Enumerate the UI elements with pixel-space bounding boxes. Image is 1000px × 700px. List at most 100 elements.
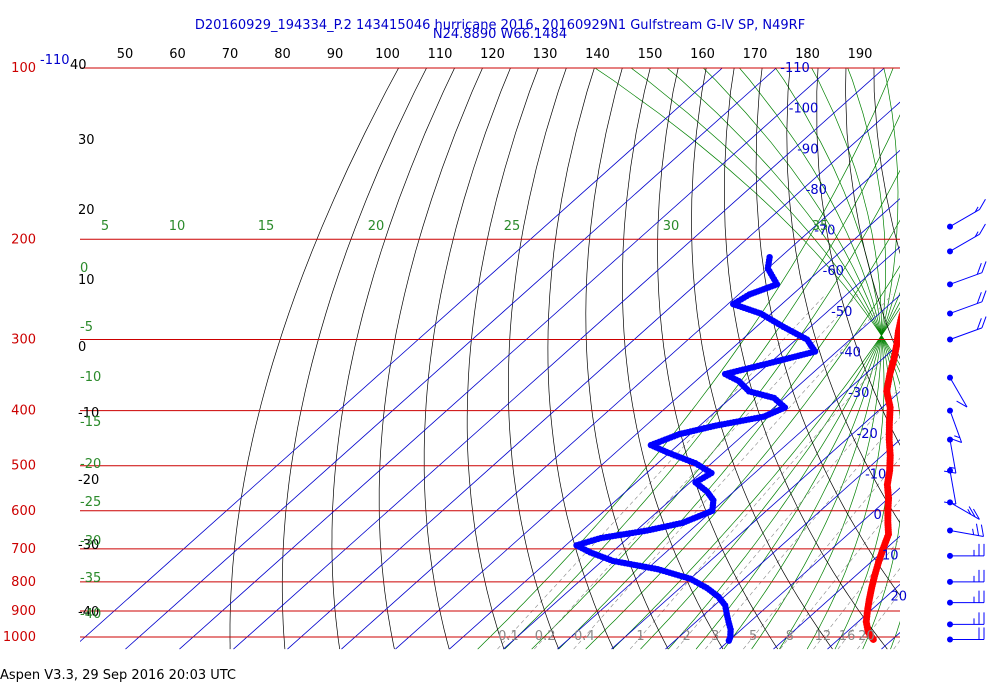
wind-barb: [947, 590, 985, 606]
moist-adiabat-line: [594, 68, 900, 366]
wind-barb-flag: [981, 261, 987, 273]
pressure-tick-label: 100: [11, 61, 36, 76]
isotherm-line: [287, 101, 900, 650]
dry-adiabat-line: [585, 68, 669, 650]
temperature-point: [904, 296, 911, 303]
moist-adiabat-line: [558, 219, 900, 650]
temperature-point: [918, 259, 925, 266]
moist-adiabat-line: [504, 114, 900, 650]
temperature-point: [911, 278, 918, 285]
pressure-tick-label: 900: [11, 604, 36, 619]
wind-barb-flag: [979, 223, 986, 235]
temperature-point: [916, 263, 923, 270]
mixing-ratio-line: [813, 538, 900, 650]
isotherm-line: [341, 149, 900, 650]
temperature-point: [869, 635, 877, 643]
wind-barb: [947, 543, 985, 559]
moist-scale-label: -5: [80, 320, 93, 335]
temperature-point: [921, 251, 928, 258]
wind-barb: [947, 223, 986, 255]
left-scale-label: 0: [78, 340, 86, 355]
mixing-ratio-label: 0.1: [498, 629, 519, 644]
moist-adiabat-label: 10: [169, 219, 186, 234]
wind-barb-staff: [949, 209, 980, 228]
temperature-point: [931, 236, 938, 243]
mixing-ratio-line: [629, 340, 900, 650]
left-scale-label: -10: [78, 406, 99, 421]
temperature-point: [930, 238, 937, 245]
wind-barb-flag: [975, 523, 980, 536]
mixing-ratio-label: 0.4: [574, 629, 595, 644]
wind-barb-flag: [980, 524, 984, 537]
top-scale-label: 190: [848, 47, 873, 62]
temperature-point: [899, 310, 900, 312]
wind-barb-staff: [949, 327, 983, 340]
left-scale-label: 20: [78, 203, 95, 218]
isotherm-label: -70: [814, 224, 835, 239]
isotherm-line: [665, 439, 900, 650]
top-scale-label: 130: [533, 47, 558, 62]
temperature-point: [936, 230, 943, 237]
moist-scale-label: -40: [80, 607, 101, 622]
pressure-tick-label: 600: [11, 504, 36, 519]
axis-labels: 1002003004005006007008009001000-110-100-…: [3, 47, 907, 645]
mixing-ratio-label: 2: [683, 629, 691, 644]
isotherm-label: -110: [780, 61, 810, 76]
moist-scale-label: -30: [80, 534, 101, 549]
temperature-point: [939, 227, 946, 234]
wind-barb: [947, 523, 984, 537]
dry-adiabat-line: [466, 68, 539, 650]
moist-adiabat-line: [531, 169, 900, 650]
dry-adiabat-line: [423, 68, 511, 650]
temperature-point: [919, 256, 926, 263]
moist-adiabat-line: [477, 68, 894, 650]
mixing-ratio-label: 0.2: [535, 629, 556, 644]
temperature-point: [901, 305, 908, 312]
pressure-tick-label: 400: [11, 404, 36, 419]
mixing-ratio-lines: [497, 294, 900, 650]
moist-adiabat-label: 25: [504, 219, 521, 234]
isotherm-label: -60: [823, 264, 844, 279]
chart-location: N24.8890 W66.1484: [433, 27, 567, 42]
wind-barb-flag: [956, 400, 968, 408]
isotherm-label: -20: [857, 427, 878, 442]
wind-barb: [947, 290, 987, 317]
wind-barb: [947, 612, 985, 628]
isotherm-label: -80: [806, 183, 827, 198]
top-scale-label: 70: [222, 47, 239, 62]
left-scale-label: 10: [78, 273, 95, 288]
isotherm-line: [179, 68, 831, 650]
isotherm-line: [125, 68, 777, 650]
wind-barb-half: [974, 206, 979, 213]
isotherm-label: 10: [882, 549, 899, 564]
top-scale-label: 50: [117, 47, 134, 62]
dry-adiabat-line: [508, 68, 567, 650]
temperature-point: [924, 247, 931, 254]
dry-adiabat-line: [816, 68, 900, 446]
moist-adiabat-line: [775, 68, 885, 650]
top-scale-label: 160: [690, 47, 715, 62]
temperature-point: [917, 261, 924, 268]
footer-credit: Aspen V3.3, 29 Sep 2016 20:03 UTC: [0, 668, 237, 683]
dry-adiabat-line: [982, 42, 1000, 649]
wind-barb-half: [949, 466, 956, 469]
mixing-ratio-line: [837, 567, 900, 650]
wind-barb: [947, 198, 986, 230]
dry-adiabats: [229, 42, 1000, 650]
wind-barb-half: [967, 508, 972, 515]
pressure-tick-label: 500: [11, 459, 36, 474]
wind-barb: [947, 316, 987, 343]
temperature-point: [912, 276, 919, 283]
temperature-point: [920, 254, 927, 261]
wind-barb-staff: [949, 470, 957, 505]
top-scale-label: 90: [327, 47, 344, 62]
dry-adiabat-line: [657, 68, 778, 650]
wind-barb-staff: [949, 233, 980, 252]
temperature-point: [913, 273, 920, 280]
isotherm-line: [395, 198, 900, 650]
temperature-point: [927, 242, 934, 249]
temperature-point: [913, 271, 920, 278]
wind-barb-flag: [973, 508, 980, 520]
temperature-point: [938, 229, 945, 236]
temperature-point: [909, 282, 916, 289]
